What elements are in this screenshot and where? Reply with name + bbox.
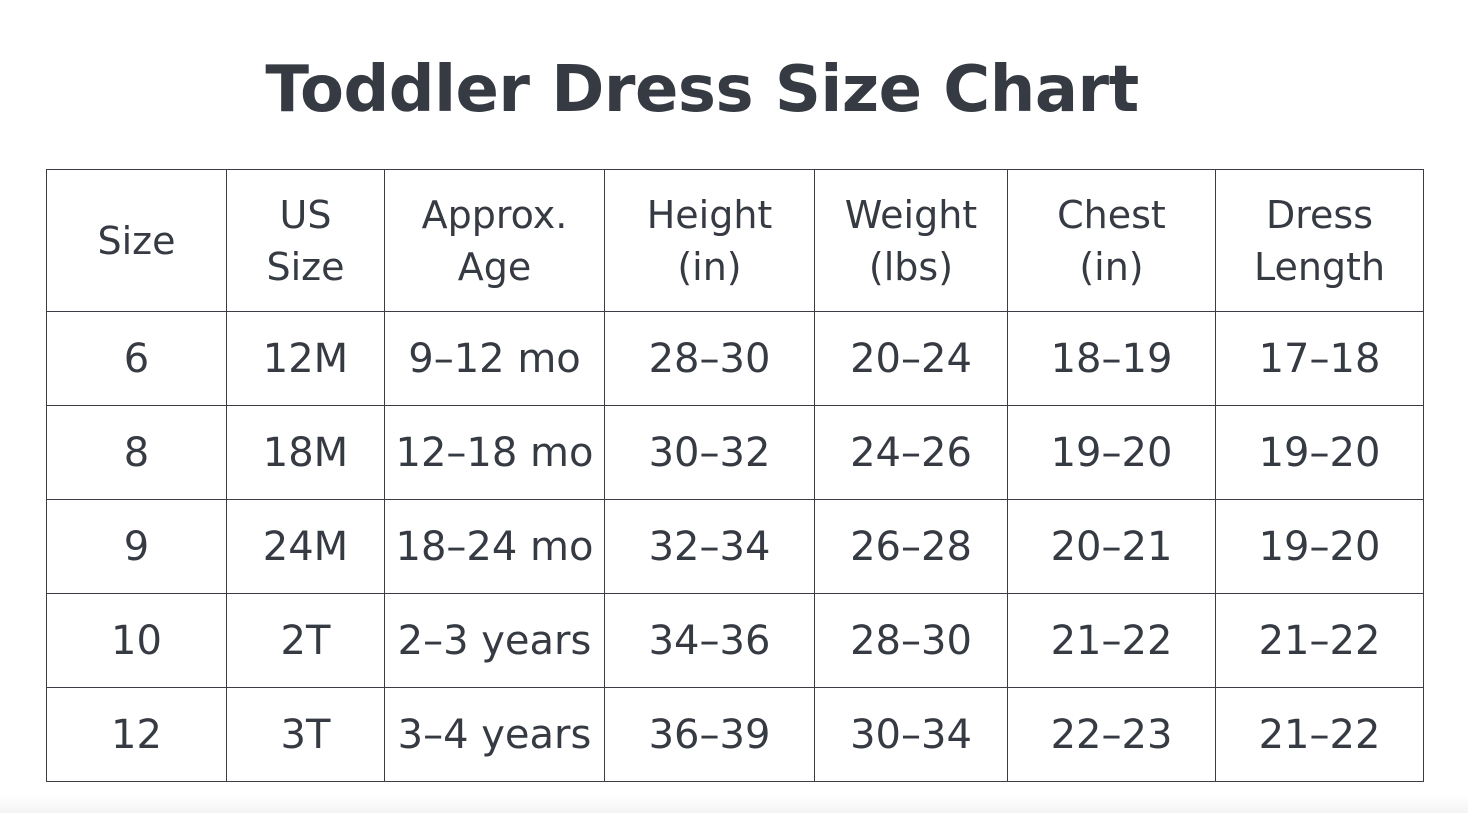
header-line: Size xyxy=(97,218,176,263)
header-line: Size xyxy=(266,244,345,289)
cell-height: 34–36 xyxy=(604,593,815,688)
table-row: 9 24M 18–24 mo 32–34 26–28 20–21 19–20 xyxy=(46,499,1424,594)
table-row: 6 12M 9–12 mo 28–30 20–24 18–19 17–18 xyxy=(46,311,1424,406)
cell-approx-age: 12–18 mo xyxy=(384,405,605,500)
cell-size: 10 xyxy=(46,593,227,688)
cell-us-size: 2T xyxy=(226,593,385,688)
cell-weight: 28–30 xyxy=(814,593,1008,688)
header-line: Length xyxy=(1253,244,1386,289)
page-title: Toddler Dress Size Chart xyxy=(265,53,1139,127)
cell-approx-age: 9–12 mo xyxy=(384,311,605,406)
header-line: (in) xyxy=(1079,244,1144,289)
cell-dress-length: 21–22 xyxy=(1215,687,1424,782)
header-approx-age: Approx. Age xyxy=(384,169,605,312)
cell-weight: 26–28 xyxy=(814,499,1008,594)
size-chart-table: Size US Size Approx. Age Height (in) Wei… xyxy=(46,169,1424,782)
cell-chest: 18–19 xyxy=(1007,311,1216,406)
cell-dress-length: 17–18 xyxy=(1215,311,1424,406)
cell-us-size: 24M xyxy=(226,499,385,594)
cell-us-size: 18M xyxy=(226,405,385,500)
header-us-size: US Size xyxy=(226,169,385,312)
cell-chest: 19–20 xyxy=(1007,405,1216,500)
cell-approx-age: 3–4 years xyxy=(384,687,605,782)
header-height: Height (in) xyxy=(604,169,815,312)
cell-size: 6 xyxy=(46,311,227,406)
cell-weight: 24–26 xyxy=(814,405,1008,500)
cell-dress-length: 21–22 xyxy=(1215,593,1424,688)
header-line: US xyxy=(279,192,332,237)
cell-size: 9 xyxy=(46,499,227,594)
cell-height: 30–32 xyxy=(604,405,815,500)
cell-chest: 20–21 xyxy=(1007,499,1216,594)
cell-height: 32–34 xyxy=(604,499,815,594)
cell-weight: 30–34 xyxy=(814,687,1008,782)
header-chest: Chest (in) xyxy=(1007,169,1216,312)
cell-height: 28–30 xyxy=(604,311,815,406)
header-line: Height xyxy=(646,192,773,237)
cell-dress-length: 19–20 xyxy=(1215,499,1424,594)
cell-approx-age: 2–3 years xyxy=(384,593,605,688)
cell-us-size: 3T xyxy=(226,687,385,782)
cell-weight: 20–24 xyxy=(814,311,1008,406)
header-weight: Weight (lbs) xyxy=(814,169,1008,312)
header-line: Age xyxy=(457,244,532,289)
header-line: (lbs) xyxy=(868,244,954,289)
table-row: 12 3T 3–4 years 36–39 30–34 22–23 21–22 xyxy=(46,687,1424,782)
header-line: Dress xyxy=(1265,192,1374,237)
header-dress-length: Dress Length xyxy=(1215,169,1424,312)
bottom-shadow xyxy=(0,795,1468,813)
cell-us-size: 12M xyxy=(226,311,385,406)
header-line: Approx. xyxy=(421,192,568,237)
cell-dress-length: 19–20 xyxy=(1215,405,1424,500)
cell-approx-age: 18–24 mo xyxy=(384,499,605,594)
cell-size: 12 xyxy=(46,687,227,782)
header-line: Chest xyxy=(1057,192,1166,237)
header-size: Size xyxy=(46,169,227,312)
table-row: 10 2T 2–3 years 34–36 28–30 21–22 21–22 xyxy=(46,593,1424,688)
cell-chest: 22–23 xyxy=(1007,687,1216,782)
table-header-row: Size US Size Approx. Age Height (in) Wei… xyxy=(46,169,1424,312)
cell-chest: 21–22 xyxy=(1007,593,1216,688)
header-line: Weight xyxy=(844,192,978,237)
table-row: 8 18M 12–18 mo 30–32 24–26 19–20 19–20 xyxy=(46,405,1424,500)
header-line: (in) xyxy=(677,244,742,289)
cell-size: 8 xyxy=(46,405,227,500)
cell-height: 36–39 xyxy=(604,687,815,782)
